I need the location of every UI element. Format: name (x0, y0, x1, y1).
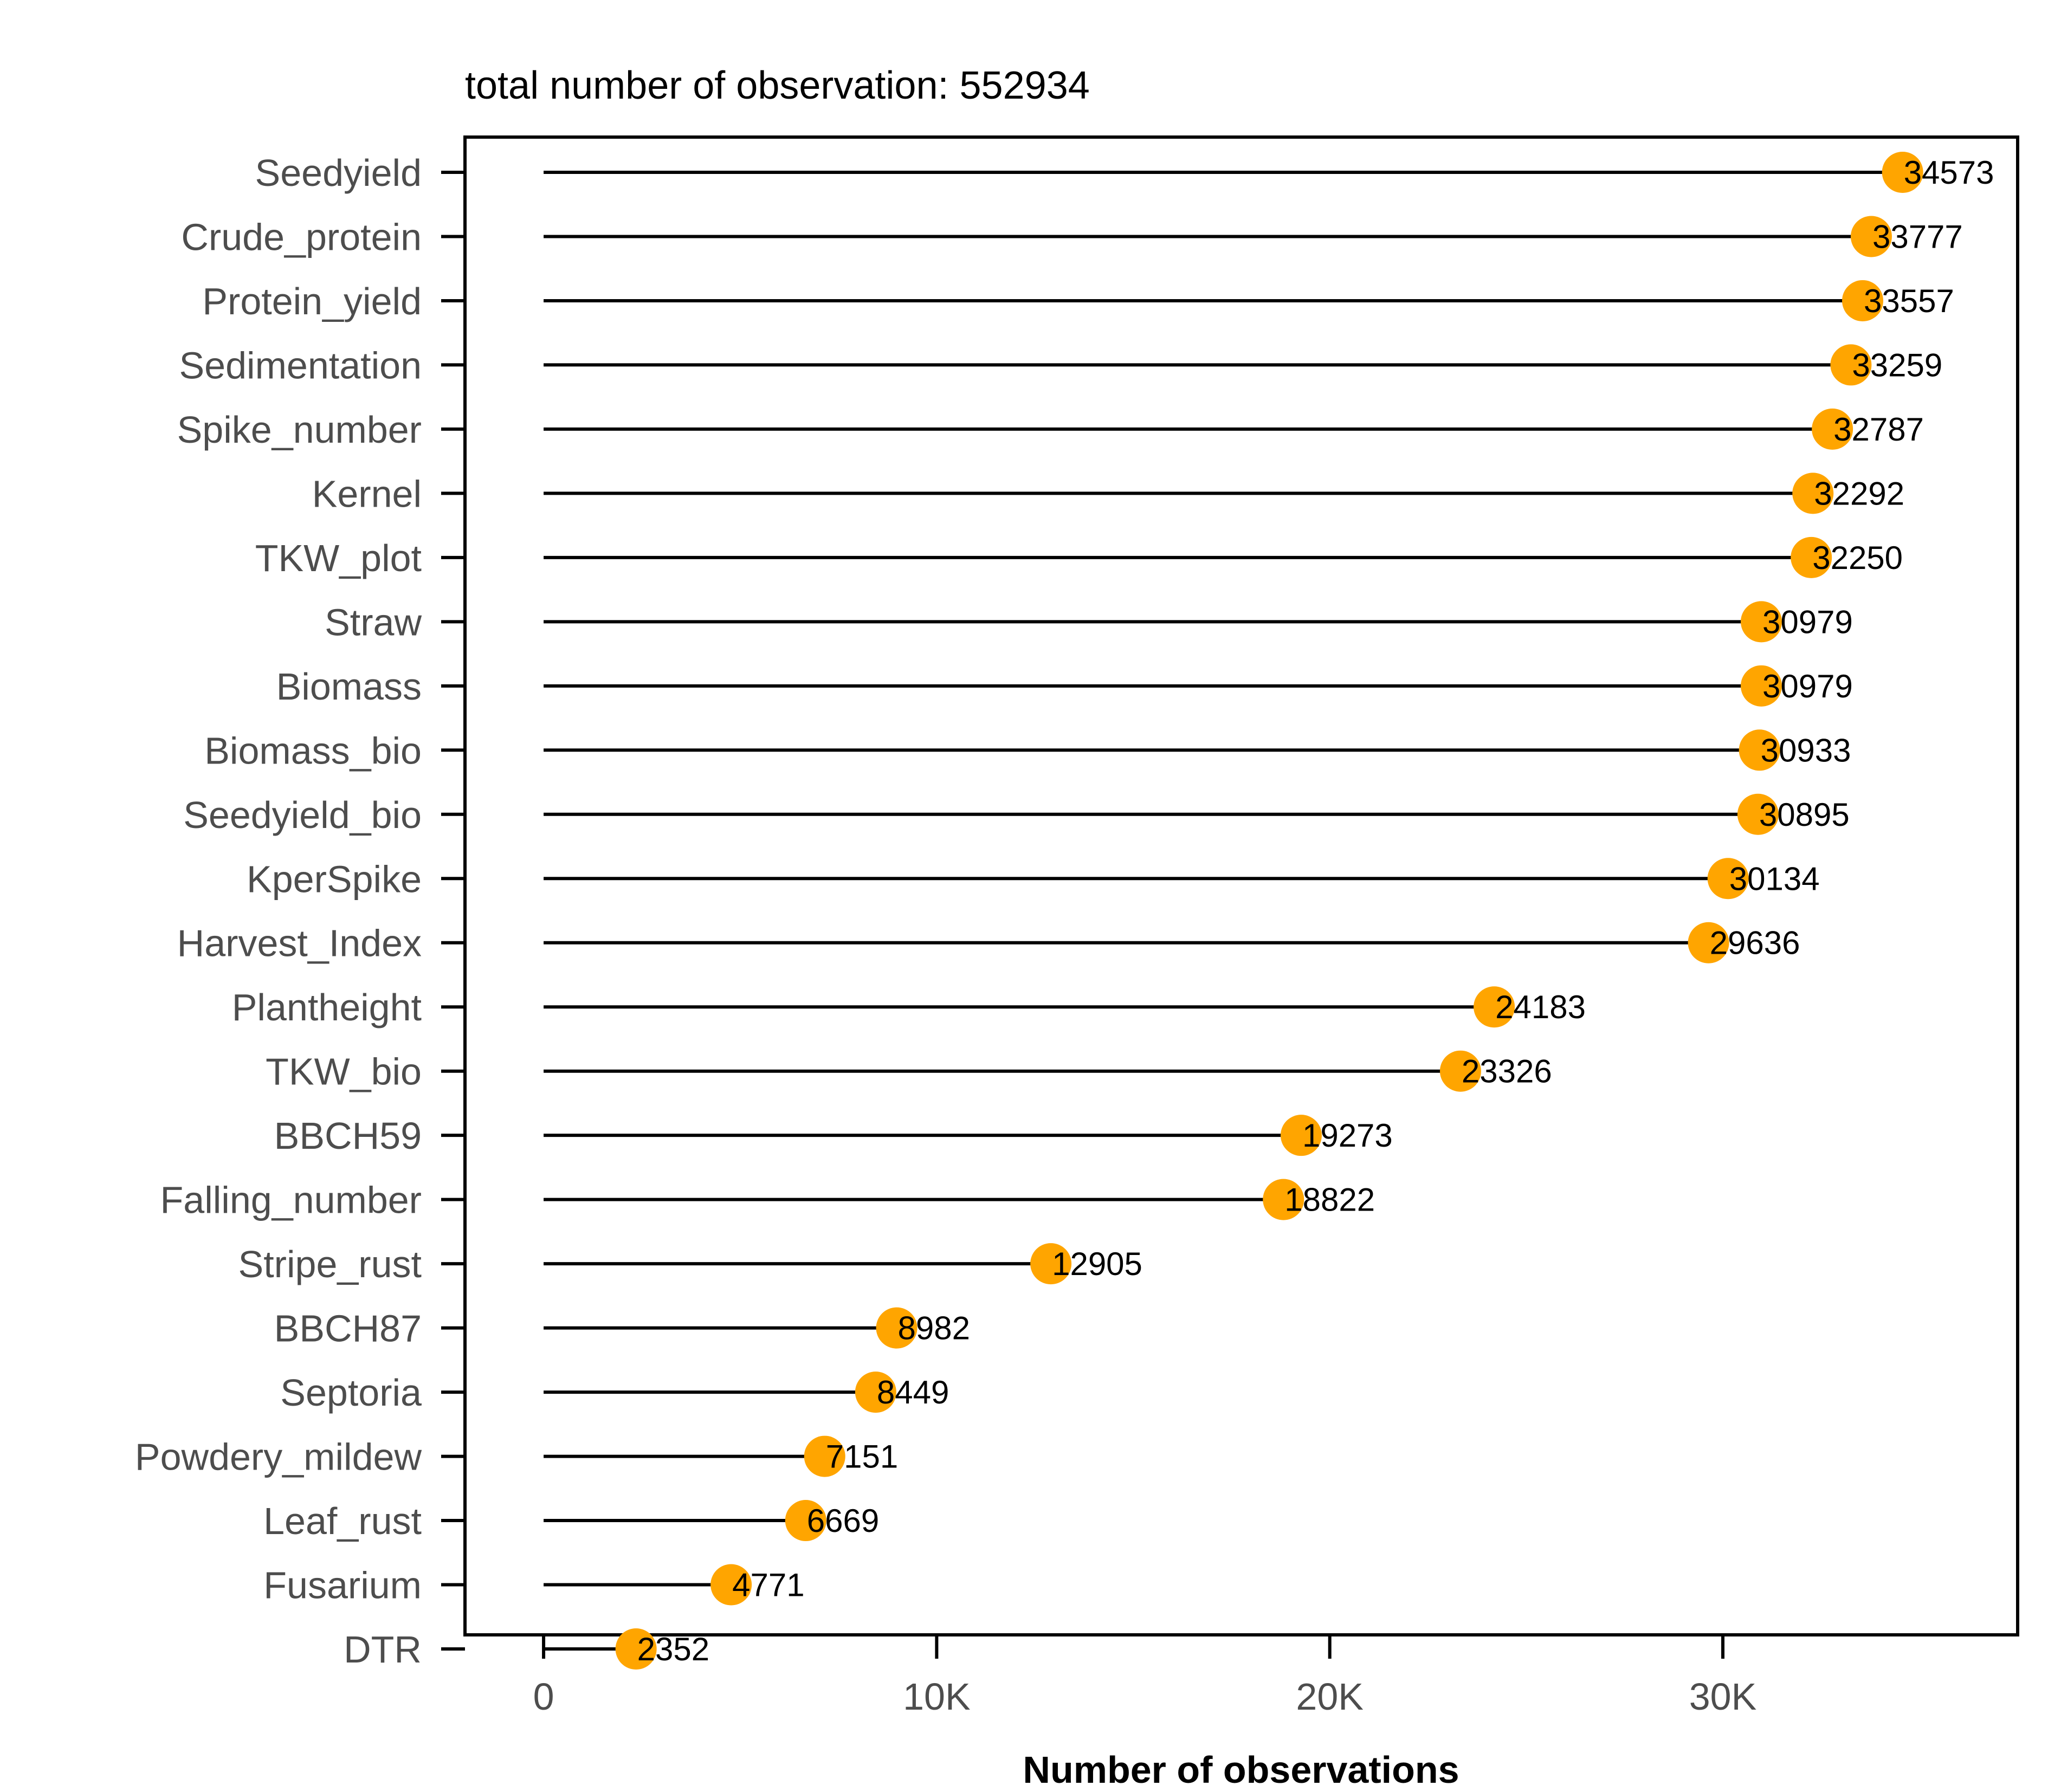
data-label: 24183 (1495, 989, 1586, 1025)
y-tick-label: Falling_number (160, 1179, 422, 1221)
data-point (1812, 408, 1853, 450)
x-axis: 0 10K 20K 30K (533, 1635, 1757, 1718)
y-tick-label: Septoria (280, 1372, 422, 1414)
data-point (1280, 1115, 1322, 1156)
data-label: 12905 (1052, 1246, 1142, 1282)
data-point (1882, 152, 1923, 193)
y-tick-label: KperSpike (247, 858, 422, 900)
data-point (1739, 729, 1780, 771)
lollipop-stems (544, 171, 1903, 1651)
y-tick-label: Biomass_bio (204, 729, 422, 772)
data-label: 29636 (1710, 925, 1800, 961)
data-label: 8982 (898, 1310, 970, 1347)
data-point (1842, 280, 1884, 321)
y-tick-label: Sedimentation (179, 344, 422, 386)
data-label: 18822 (1284, 1182, 1375, 1218)
y-tick-label: TKW_plot (255, 537, 422, 579)
data-label: 23326 (1462, 1053, 1552, 1090)
y-tick-label: Plantheight (232, 986, 422, 1028)
y-tick-label: Straw (325, 601, 422, 643)
data-label: 32787 (1833, 411, 1924, 448)
data-point (1707, 858, 1749, 900)
lollipop-points (615, 152, 1923, 1670)
y-tick-label: Stripe_rust (238, 1243, 422, 1285)
data-point (876, 1307, 918, 1349)
data-point (1830, 344, 1872, 386)
data-point (855, 1372, 896, 1413)
data-point (1030, 1243, 1072, 1285)
y-tick-label: Fusarium (263, 1564, 422, 1607)
data-label: 2352 (637, 1631, 709, 1667)
data-label: 30979 (1762, 604, 1853, 640)
data-label: 8449 (877, 1374, 949, 1411)
plot-panel (463, 135, 2019, 1636)
data-label: 30933 (1761, 732, 1851, 768)
y-tick-label: Kernel (312, 473, 422, 515)
data-label: 34573 (1904, 154, 1994, 191)
y-axis: Seedyield Crude_protein Protein_yield Sedim… (135, 152, 465, 1671)
y-tick-label: Seedyield_bio (183, 794, 422, 836)
y-tick-label: Spike_number (177, 409, 422, 451)
y-tick-label: Protein_yield (202, 280, 422, 322)
data-label: 30979 (1762, 668, 1853, 704)
data-label: 33259 (1852, 347, 1942, 383)
data-label: 33557 (1864, 283, 1954, 319)
data-label: 33777 (1872, 218, 1963, 255)
data-point (1741, 601, 1782, 643)
y-tick-label: TKW_bio (266, 1051, 422, 1093)
data-label: 30895 (1759, 797, 1850, 833)
data-point (1792, 473, 1834, 514)
data-label: 4771 (732, 1567, 804, 1603)
y-tick-label: Powdery_mildew (135, 1436, 422, 1478)
x-tick-label: 10K (903, 1675, 971, 1718)
chart-title: total number of observation: 552934 (465, 64, 1090, 107)
data-point (1741, 665, 1782, 707)
data-point (804, 1435, 845, 1477)
y-tick-label: DTR (344, 1628, 422, 1671)
x-tick-label: 30K (1689, 1675, 1757, 1718)
data-label: 7151 (826, 1439, 898, 1475)
y-tick-label: BBCH87 (274, 1308, 422, 1350)
y-tick-label: Biomass (276, 665, 422, 708)
data-label: 32292 (1814, 475, 1904, 512)
data-point (1263, 1179, 1304, 1220)
data-label: 30134 (1729, 861, 1820, 897)
data-point (1850, 216, 1892, 257)
y-tick-label: Seedyield (255, 152, 422, 194)
y-tick-label: Harvest_Index (177, 922, 422, 965)
data-point (1688, 922, 1729, 963)
y-tick-label: Leaf_rust (263, 1500, 422, 1542)
y-tick-label: Crude_protein (181, 216, 422, 258)
data-point (615, 1628, 657, 1670)
data-point (1439, 1050, 1481, 1092)
x-tick-label: 20K (1296, 1675, 1364, 1718)
data-point (1791, 536, 1832, 578)
x-axis-title: Number of observations (1023, 1749, 1459, 1791)
data-point (710, 1564, 752, 1606)
data-label: 19273 (1302, 1117, 1393, 1154)
data-point (1737, 793, 1779, 835)
data-label: 32250 (1812, 540, 1903, 576)
data-label: 6669 (807, 1503, 879, 1539)
data-point (1474, 986, 1515, 1028)
x-tick-label: 0 (533, 1675, 554, 1718)
data-labels: 34573 33777 33557 33259 32787 32292 32250 30979… (637, 154, 1994, 1667)
data-point (785, 1500, 826, 1542)
y-tick-label: BBCH59 (274, 1115, 422, 1157)
